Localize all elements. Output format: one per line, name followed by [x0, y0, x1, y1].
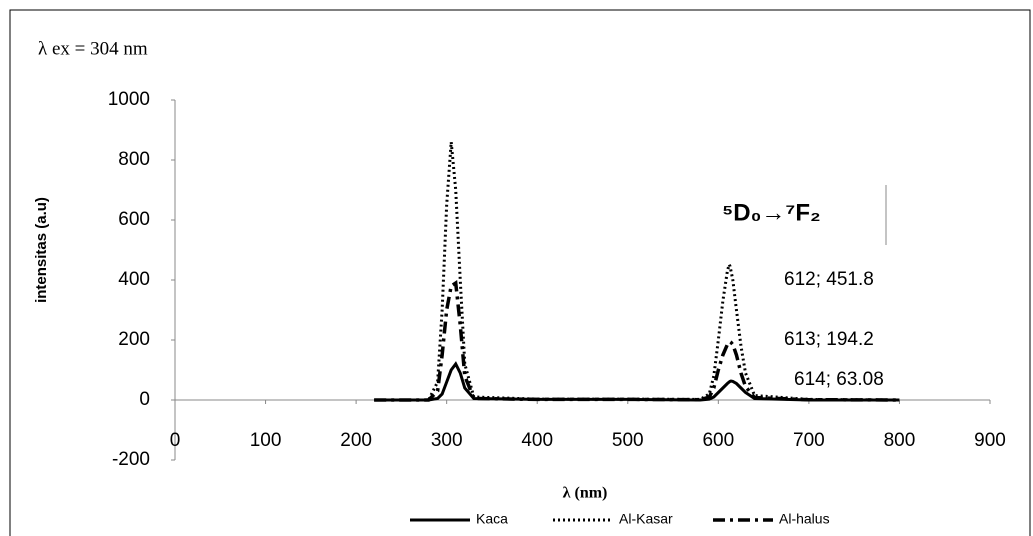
x-tick-label: 200 [340, 430, 372, 451]
x-tick-label: 600 [702, 430, 734, 451]
x-tick-label: 800 [884, 430, 916, 451]
y-tick-label: 800 [118, 149, 150, 170]
legend-label: Kaca [476, 511, 508, 527]
y-axis-label: intensitas (a.u) [33, 197, 50, 303]
data-label: 613; 194.2 [784, 329, 874, 350]
y-tick-label: 400 [118, 269, 150, 290]
x-tick-label: 400 [521, 430, 553, 451]
series-line [374, 361, 900, 402]
legend-label: Al-halus [779, 511, 830, 527]
annotation: ⁵D₀→⁷F₂ [722, 199, 821, 226]
y-tick-label: 600 [118, 209, 150, 230]
x-tick-label: 300 [431, 430, 463, 451]
y-tick-label: -200 [112, 449, 150, 470]
legend-label: Al-Kasar [619, 511, 673, 527]
data-label: 614; 63.08 [794, 369, 884, 390]
y-tick-label: 200 [118, 329, 150, 350]
annotation: λ ex = 304 nm [38, 38, 148, 59]
x-axis-label: λ (nm) [563, 485, 608, 502]
data-label: 612; 451.8 [784, 269, 874, 290]
x-tick-label: 700 [793, 430, 825, 451]
y-tick-label: 1000 [108, 89, 150, 110]
series-line [374, 279, 900, 402]
frame [9, 9, 1031, 536]
x-tick-label: 100 [250, 430, 282, 451]
x-tick-label: 0 [170, 430, 181, 451]
y-tick-label: 0 [139, 389, 150, 410]
x-tick-label: 500 [612, 430, 644, 451]
x-tick-label: 900 [974, 430, 1006, 451]
